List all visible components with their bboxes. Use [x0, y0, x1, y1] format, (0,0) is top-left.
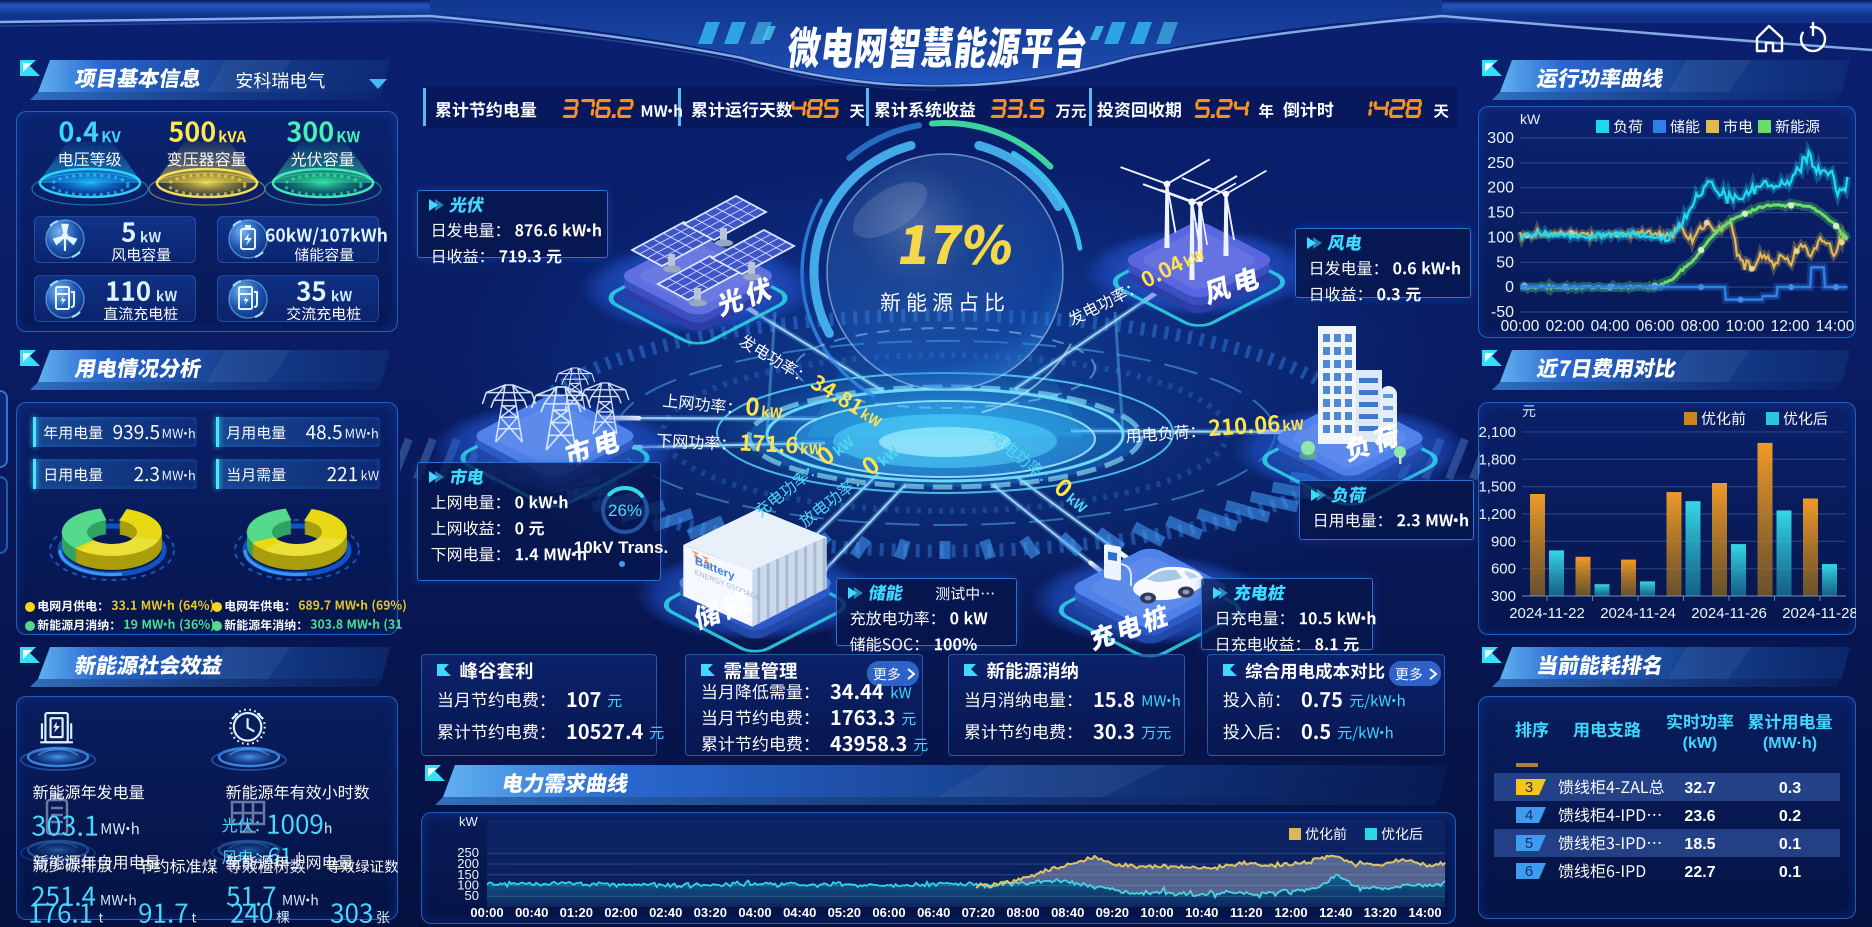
svg-text:04:00: 04:00	[1591, 318, 1630, 335]
svg-text:02:40: 02:40	[649, 905, 682, 920]
svg-text:150: 150	[1487, 205, 1514, 222]
svg-text:11:20: 11:20	[1230, 905, 1263, 920]
svg-text:02:00: 02:00	[1546, 318, 1585, 335]
svg-text:26%: 26%	[608, 501, 642, 520]
svg-text:0.1: 0.1	[1779, 836, 1801, 853]
svg-text:03:20: 03:20	[694, 905, 727, 920]
svg-text:07:20: 07:20	[962, 905, 995, 920]
svg-text:600: 600	[1491, 561, 1516, 578]
svg-text:2024-11-28: 2024-11-28	[1782, 605, 1856, 622]
svg-text:50: 50	[465, 888, 479, 903]
svg-text:0.3: 0.3	[1779, 780, 1801, 797]
svg-text:100: 100	[457, 878, 479, 893]
svg-text:3: 3	[1525, 779, 1533, 796]
svg-text:08:00: 08:00	[1681, 318, 1720, 335]
svg-text:06:00: 06:00	[1636, 318, 1675, 335]
svg-text:08:40: 08:40	[1051, 905, 1084, 920]
svg-text:6: 6	[1525, 863, 1533, 880]
svg-text:2024-11-22: 2024-11-22	[1509, 605, 1585, 622]
svg-text:kW: kW	[459, 814, 479, 829]
svg-text:1,800: 1,800	[1478, 451, 1516, 468]
svg-text:250: 250	[457, 845, 479, 860]
svg-text:150: 150	[457, 867, 479, 882]
svg-text:-50: -50	[1491, 304, 1514, 321]
svg-text:13:20: 13:20	[1364, 905, 1397, 920]
svg-text:250: 250	[1487, 155, 1514, 172]
svg-text:2024-11-26: 2024-11-26	[1691, 605, 1767, 622]
svg-text:10:00: 10:00	[1726, 318, 1765, 335]
svg-text:0: 0	[1505, 279, 1514, 296]
svg-text:300: 300	[1487, 130, 1514, 147]
svg-text:200: 200	[1487, 180, 1514, 197]
svg-text:04:40: 04:40	[783, 905, 816, 920]
svg-text:5: 5	[1525, 835, 1533, 852]
svg-text:04:00: 04:00	[738, 905, 771, 920]
svg-text:2,100: 2,100	[1478, 424, 1516, 441]
svg-text:4: 4	[1525, 807, 1533, 824]
svg-text:14:00: 14:00	[1816, 318, 1855, 335]
svg-text:50: 50	[1496, 254, 1514, 271]
svg-text:300: 300	[1491, 588, 1516, 605]
svg-text:08:00: 08:00	[1006, 905, 1039, 920]
svg-text:100: 100	[1487, 229, 1514, 246]
svg-text:05:20: 05:20	[828, 905, 861, 920]
svg-text:(kW): (kW)	[1683, 735, 1718, 752]
svg-text:02:00: 02:00	[604, 905, 637, 920]
svg-text:14:00: 14:00	[1408, 905, 1441, 920]
svg-text:10:40: 10:40	[1185, 905, 1218, 920]
svg-text:22.7: 22.7	[1684, 864, 1715, 880]
svg-text:12:00: 12:00	[1274, 905, 1307, 920]
svg-text:23.6: 23.6	[1684, 808, 1715, 825]
svg-text:12:00: 12:00	[1771, 318, 1810, 335]
svg-text:00:00: 00:00	[1501, 318, 1540, 335]
svg-text:1,500: 1,500	[1478, 479, 1516, 496]
svg-text:0.1: 0.1	[1779, 864, 1801, 880]
svg-text:200: 200	[457, 856, 479, 871]
svg-text:01:20: 01:20	[560, 905, 593, 920]
svg-text:00:00: 00:00	[470, 905, 503, 920]
svg-text:09:20: 09:20	[1096, 905, 1129, 920]
svg-text:06:40: 06:40	[917, 905, 950, 920]
svg-text:(MW·h): (MW·h)	[1763, 735, 1817, 752]
svg-text:12:40: 12:40	[1319, 905, 1352, 920]
svg-text:32.7: 32.7	[1684, 780, 1715, 797]
svg-text:900: 900	[1491, 533, 1516, 550]
svg-text:2024-11-24: 2024-11-24	[1600, 605, 1676, 622]
svg-text:10kV Trans.: 10kV Trans.	[574, 538, 669, 557]
svg-text:00:40: 00:40	[515, 905, 548, 920]
svg-text:10:00: 10:00	[1140, 905, 1173, 920]
svg-text:18.5: 18.5	[1684, 836, 1715, 853]
svg-text:1,200: 1,200	[1478, 506, 1516, 523]
svg-text:06:00: 06:00	[872, 905, 905, 920]
svg-text:0.2: 0.2	[1779, 808, 1801, 825]
svg-text:kW: kW	[1520, 111, 1541, 127]
